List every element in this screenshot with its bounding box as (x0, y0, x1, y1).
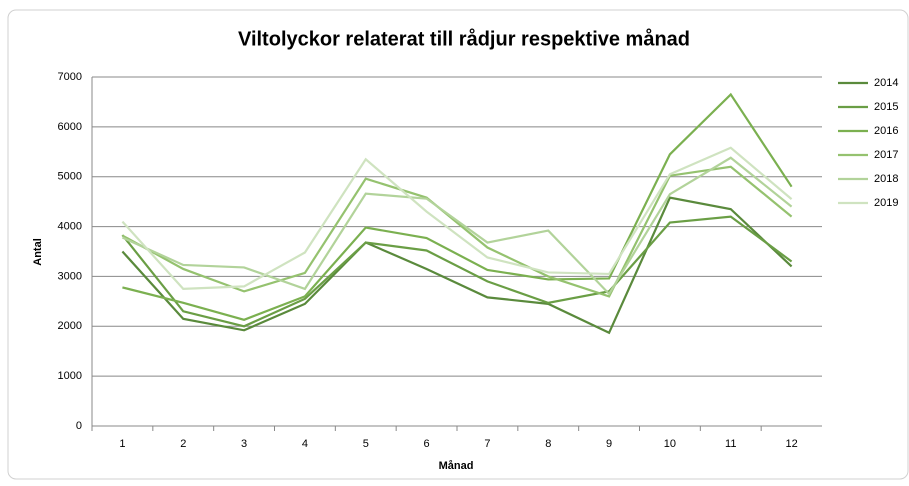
series-line (122, 92, 793, 321)
x-tick-label: 8 (545, 438, 551, 450)
y-tick-label: 7000 (58, 71, 82, 83)
x-tick-label: 12 (785, 438, 797, 450)
x-tick-label: 11 (725, 438, 736, 450)
series-line (121, 215, 793, 328)
legend-label: 2014 (874, 77, 898, 89)
y-axis-label: Antal (32, 238, 44, 266)
y-tick-label: 1000 (58, 370, 82, 382)
y-tick-label: 6000 (58, 121, 82, 133)
x-axis-label: Månad (439, 460, 474, 472)
x-tick-label: 4 (302, 438, 308, 450)
x-tick-label: 6 (424, 438, 430, 450)
x-tick-label: 9 (606, 438, 612, 450)
legend-label: 2017 (874, 149, 898, 161)
y-tick-label: 2000 (58, 320, 82, 332)
legend-label: 2019 (874, 197, 898, 209)
legend-label: 2018 (874, 173, 898, 185)
legend-label: 2015 (874, 101, 898, 113)
y-tick-label: 3000 (58, 270, 82, 282)
y-tick-label: 5000 (58, 171, 82, 183)
x-tick-label: 7 (484, 438, 490, 450)
series-line (121, 196, 793, 335)
chart-title: Viltolyckor relaterat till rådjur respek… (238, 27, 690, 50)
x-tick-label: 5 (363, 438, 369, 450)
legend-label: 2016 (874, 125, 898, 137)
x-tick-label: 3 (241, 438, 247, 450)
x-tick-label: 1 (119, 438, 125, 450)
x-tick-label: 2 (180, 438, 186, 450)
series-line (121, 156, 793, 296)
y-tick-label: 0 (76, 420, 82, 432)
y-tick-label: 4000 (58, 220, 82, 232)
x-tick-label: 10 (664, 438, 676, 450)
series-line (121, 146, 793, 291)
